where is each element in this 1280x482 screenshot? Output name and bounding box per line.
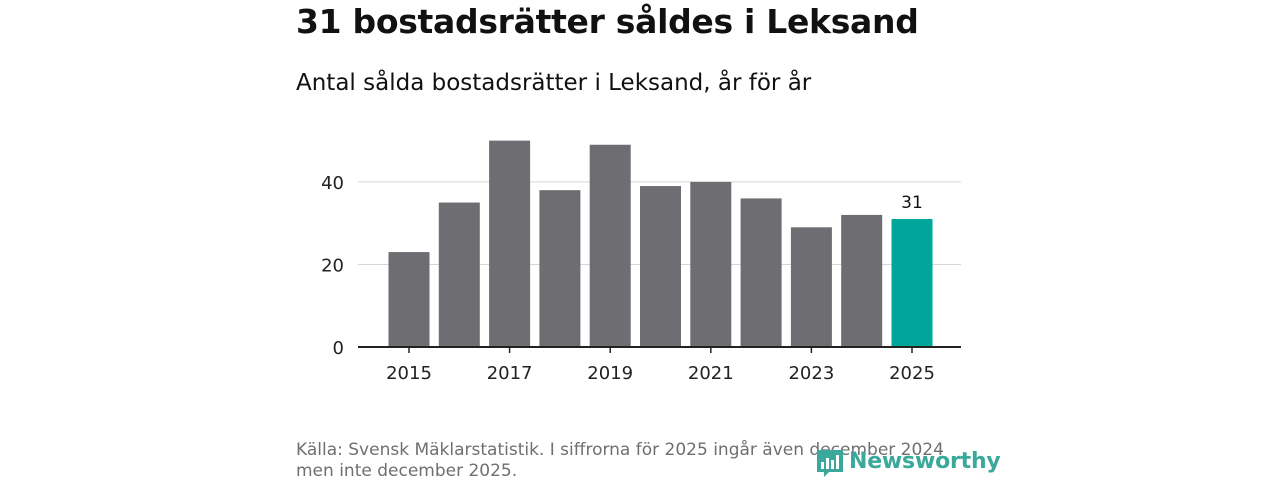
bars xyxy=(388,140,933,347)
logo-text: Newsworthy xyxy=(849,448,1001,474)
x-tick-label: 2023 xyxy=(788,363,834,384)
chart-title: 31 bostadsrätter såldes i Leksand xyxy=(296,2,919,41)
bar-2023 xyxy=(790,227,832,347)
x-tick-label: 2017 xyxy=(487,363,533,384)
y-tick-label: 0 xyxy=(333,338,344,359)
y-tick-label: 20 xyxy=(321,255,344,276)
x-axis-ticks: 2015 2017 2019 2021 2023 2025 xyxy=(386,347,935,384)
x-tick-label: 2025 xyxy=(889,363,935,384)
bar-2019 xyxy=(589,144,631,347)
bar-2022 xyxy=(740,198,782,347)
bar-2021 xyxy=(690,181,732,347)
bar-2016 xyxy=(438,202,480,347)
data-labels: 31 xyxy=(901,193,923,213)
bar-2020 xyxy=(640,186,681,347)
bar-2025 xyxy=(891,219,933,347)
chart-subtitle: Antal sålda bostadsrätter i Leksand, år … xyxy=(296,70,812,96)
newsworthy-logo: Newsworthy xyxy=(815,443,1001,479)
chart-bubble-icon xyxy=(817,450,843,477)
bar-2017 xyxy=(489,140,531,347)
x-tick-label: 2015 xyxy=(386,363,432,384)
y-axis-ticks: 0 20 40 xyxy=(321,173,344,359)
bar-2015 xyxy=(388,252,430,347)
bar-2024 xyxy=(841,214,883,347)
y-tick-label: 40 xyxy=(321,173,344,194)
x-tick-label: 2021 xyxy=(688,363,734,384)
source-note: Källa: Svensk Mäklarstatistik. I siffror… xyxy=(296,440,944,481)
x-tick-label: 2019 xyxy=(587,363,633,384)
data-label-2025: 31 xyxy=(901,193,923,213)
bar-2018 xyxy=(539,190,581,347)
